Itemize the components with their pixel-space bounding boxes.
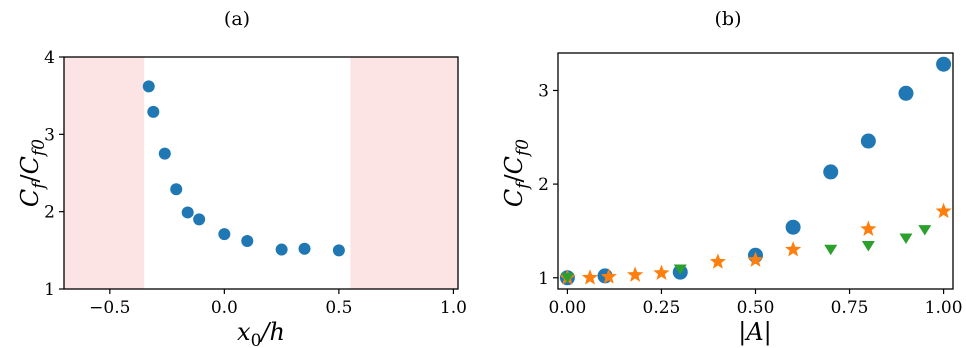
panel-b: (b) 0.00 0.25 0.50 0.75 1.00 1 2 3 |A| Cf/Cf0	[500, 8, 963, 347]
data-point-series-0	[785, 219, 801, 235]
data-point-series-1	[860, 220, 877, 236]
y-tick-label: 3	[538, 81, 549, 101]
data-point-series-2	[918, 225, 932, 236]
data-point-series-0	[332, 244, 345, 257]
x-tick-label: 1.0	[440, 298, 467, 318]
x-tick-label: 0.75	[831, 298, 869, 318]
panel-b-points	[559, 56, 952, 286]
y-tick-label: 4	[44, 48, 55, 68]
data-point-series-0	[298, 242, 311, 255]
data-point-series-2	[899, 233, 913, 244]
panel-b-x-axis-title: |A|	[738, 318, 772, 347]
data-point-series-0	[823, 164, 839, 180]
data-point-series-2	[824, 244, 838, 256]
data-point-series-0	[181, 206, 194, 219]
data-point-series-2	[560, 272, 574, 284]
data-point-series-0	[860, 133, 876, 149]
panel-a-y-axis-title: Cf/Cf0	[16, 139, 49, 207]
shaded-region-0	[64, 57, 145, 289]
data-point-series-0	[193, 213, 206, 226]
data-point-series-0	[241, 235, 254, 248]
data-point-series-0	[936, 56, 952, 72]
panel-a-shaded-regions	[64, 57, 458, 289]
x-tick-label: 0.5	[325, 298, 352, 318]
x-tick-label: −0.5	[89, 298, 130, 318]
data-point-series-2	[861, 241, 875, 252]
data-point-series-0	[898, 85, 914, 101]
data-point-series-1	[653, 264, 670, 280]
data-point-series-1	[627, 266, 644, 282]
data-point-series-1	[747, 251, 764, 267]
x-tick-label: 0.0	[211, 298, 238, 318]
y-tick-label: 3	[44, 125, 55, 145]
data-point-series-0	[142, 80, 155, 93]
panel-a-label: (a)	[224, 8, 250, 30]
x-tick-label: 0.50	[737, 298, 775, 318]
panel-a-x-axis-title: x0/h	[237, 318, 285, 348]
y-tick-label: 2	[44, 203, 55, 223]
x-tick-label: 0.25	[643, 298, 681, 318]
panel-b-x-ticks: 0.00 0.25 0.50 0.75 1.00	[548, 289, 963, 318]
panel-a-y-ticks: 1 2 3 4	[44, 48, 64, 300]
data-point-series-0	[158, 147, 171, 160]
panel-a-frame	[63, 56, 459, 290]
data-point-series-0	[275, 243, 288, 256]
panel-b-y-ticks: 1 2 3	[538, 81, 558, 289]
y-tick-label: 1	[538, 269, 549, 289]
panel-b-y-axis-title: Cf/Cf0	[500, 139, 533, 207]
data-point-series-1	[785, 241, 802, 257]
data-point-series-1	[581, 269, 599, 285]
data-point-series-0	[147, 105, 160, 118]
y-tick-label: 1	[44, 280, 55, 300]
data-point-series-1	[600, 268, 617, 284]
data-point-series-1	[709, 253, 726, 269]
data-point-series-0	[218, 228, 231, 241]
panel-b-label: (b)	[715, 8, 742, 30]
data-point-series-1	[935, 202, 952, 219]
panel-a-x-ticks: −0.5 0.0 0.5 1.0	[89, 289, 467, 318]
data-point-series-2	[673, 264, 687, 275]
panel-a: (a) −0.5 0.0 0.5 1.0 1 2 3 4 x0/h Cf/Cf0	[16, 8, 467, 348]
panel-a-points	[142, 80, 345, 257]
x-tick-label: 1.00	[925, 298, 963, 318]
shaded-region-1	[350, 57, 458, 289]
x-tick-label: 0.00	[548, 298, 586, 318]
data-point-series-0	[170, 183, 183, 196]
y-tick-label: 2	[538, 175, 549, 195]
